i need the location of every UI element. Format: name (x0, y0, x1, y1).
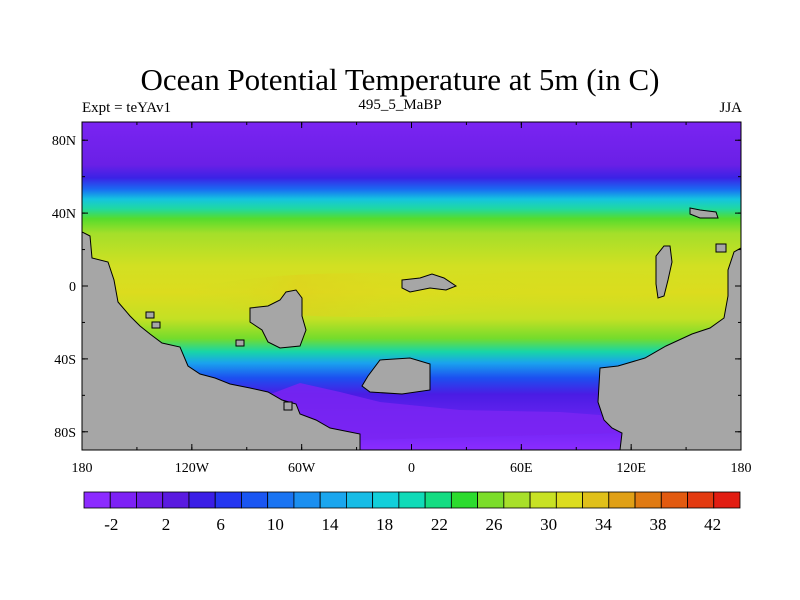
colorbar-box (608, 491, 636, 509)
tropical-band (440, 271, 680, 299)
colorbar-label: 38 (650, 515, 667, 534)
colorbar-label: 2 (162, 515, 171, 534)
colorbar-box (687, 491, 715, 509)
colorbar-label: 22 (431, 515, 448, 534)
southern-cold-pool (268, 383, 622, 440)
experiment-label: Expt = teYAv1 (82, 100, 172, 116)
southern-continent-east (597, 247, 741, 450)
y-tick-label: 40S (54, 353, 76, 368)
island-equatorial (401, 273, 458, 293)
x-tick-label: 60W (288, 461, 316, 476)
colorbar-box (345, 491, 374, 509)
y-tick-label: 80N (52, 134, 76, 149)
colorbar-label: 42 (704, 515, 721, 534)
southern-continent-west (82, 231, 361, 450)
islet-b (151, 321, 161, 329)
colorbar-box (319, 491, 347, 509)
x-tick-label: 120W (175, 461, 210, 476)
colorbar-box (109, 491, 137, 509)
colorbar-box (214, 491, 242, 509)
island-east-small (715, 243, 727, 253)
x-tick-label: 120E (616, 461, 646, 476)
y-tick-label: 0 (69, 280, 76, 295)
map-title: Ocean Potential Temperature at 5m (in C) (140, 62, 660, 97)
colorbar-box (713, 491, 741, 509)
islet-d (283, 401, 293, 411)
colorbar-label: 10 (267, 515, 284, 534)
island-east-ribbon (655, 245, 673, 299)
island-west-pacific (249, 289, 307, 349)
colorbar-box (162, 491, 190, 509)
colorbar-box (372, 491, 400, 509)
islet-c (235, 339, 245, 347)
colorbar-box (660, 491, 688, 509)
colorbar-box (424, 491, 452, 509)
colorbar-box (398, 491, 426, 509)
colorbar-box (293, 491, 321, 509)
time-label: 495_5_MaBP (358, 97, 442, 113)
x-tick-label: 180 (731, 461, 752, 476)
x-axis: 180 120W 60W 0 60E 120E 180 (72, 122, 752, 476)
colorbar-label: 30 (540, 515, 557, 534)
colorbar-box (450, 491, 478, 509)
colorbar-label: 18 (376, 515, 393, 534)
season-label: JJA (719, 100, 742, 116)
x-tick-label: 60E (510, 461, 533, 476)
colorbar-box (529, 491, 557, 509)
colorbar-label: -2 (104, 515, 118, 534)
colorbar-box (582, 491, 610, 509)
y-tick-label: 40N (52, 207, 76, 222)
colorbar-box (477, 491, 505, 509)
colorbar-box (555, 491, 583, 509)
x-tick-label: 180 (72, 461, 93, 476)
colorbar-box (83, 491, 111, 509)
colorbar-box (188, 491, 216, 509)
island-northeast (689, 207, 719, 219)
colorbar-label: 26 (486, 515, 503, 534)
y-tick-label: 80S (54, 426, 76, 441)
colorbar-box (136, 491, 164, 509)
colorbar-box (503, 491, 531, 509)
y-axis: 80N 40N 0 40S 80S (52, 134, 741, 441)
x-tick-label: 0 (408, 461, 415, 476)
colorbar-label: 14 (322, 515, 340, 534)
colorbar-box (267, 491, 295, 509)
colorbar-label: 6 (216, 515, 225, 534)
colorbar-label: 34 (595, 515, 613, 534)
islet-a (145, 311, 155, 319)
island-south-atlantic (361, 357, 431, 395)
colorbar-box (241, 491, 269, 509)
colorbar-box (634, 491, 662, 509)
